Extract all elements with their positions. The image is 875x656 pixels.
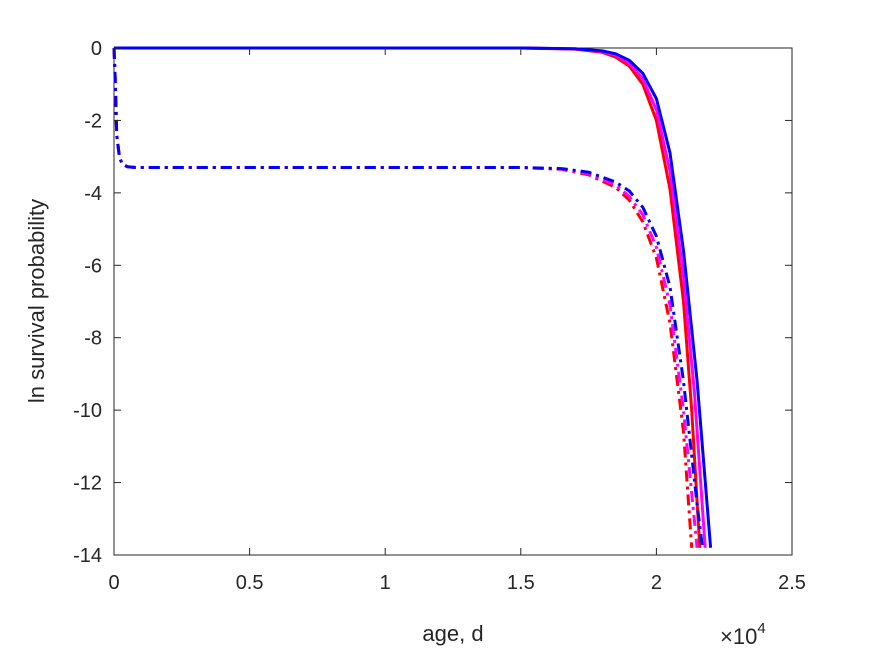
- series-line-6: [112, 47, 704, 548]
- x-tick-label: 2.5: [778, 572, 806, 594]
- x-tick-label: 0: [108, 572, 119, 594]
- x-multiplier-base: ×10: [720, 624, 757, 649]
- x-tick-label: 2: [651, 572, 662, 594]
- series-line-5: [112, 47, 699, 548]
- x-tick-labels: 0 0.5 1 1.5 2 2.5: [108, 572, 805, 594]
- y-tick-label: -6: [84, 255, 102, 277]
- x-multiplier-exponent: 4: [757, 620, 765, 637]
- ticks-layer: [113, 47, 793, 556]
- plot-area: [113, 47, 793, 556]
- x-tick-label: 1.5: [507, 572, 535, 594]
- y-tick-label: -2: [84, 110, 102, 132]
- x-tick-label: 1: [380, 572, 391, 594]
- x-multiplier-label: ×104: [720, 620, 766, 649]
- series-line-4: [112, 47, 694, 548]
- y-tick-label: -12: [73, 473, 102, 495]
- y-tick-labels: 0 -2 -4 -6 -8 -10 -12 -14: [73, 38, 102, 567]
- y-tick-label: -10: [73, 400, 102, 422]
- x-axis-label: age, d: [422, 621, 483, 646]
- y-axis-label: ln survival probability: [24, 199, 49, 403]
- y-tick-label: 0: [91, 38, 102, 60]
- y-tick-label: -4: [84, 183, 102, 205]
- y-tick-label: -8: [84, 328, 102, 350]
- y-tick-label: -14: [73, 545, 102, 567]
- x-tick-label: 0.5: [236, 572, 264, 594]
